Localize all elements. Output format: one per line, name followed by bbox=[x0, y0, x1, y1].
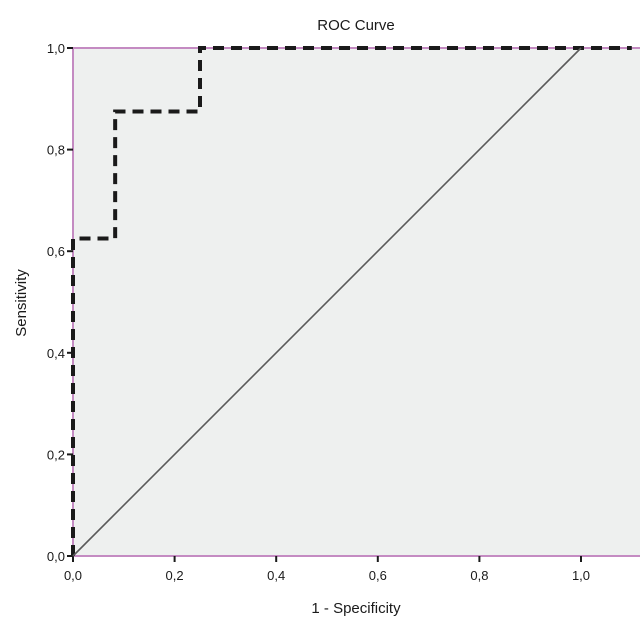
y-tick-label: 1,0 bbox=[47, 41, 65, 56]
reference-diagonal-line bbox=[72, 47, 582, 557]
chart-title: ROC Curve bbox=[317, 17, 395, 34]
x-tick-label: 1,0 bbox=[572, 568, 590, 583]
series-layer bbox=[71, 46, 632, 557]
y-tick-label: 0,0 bbox=[47, 549, 65, 564]
roc-curve-line bbox=[71, 46, 632, 556]
y-axis-label: Sensitivity bbox=[13, 269, 30, 337]
x-axis: 0,0 0,2 0,4 0,6 0,8 1,0 bbox=[64, 556, 590, 583]
y-axis: 0,0 0,2 0,4 0,6 0,8 1,0 bbox=[47, 41, 73, 564]
y-tick-label: 0,6 bbox=[47, 244, 65, 259]
x-axis-label: 1 - Specificity bbox=[311, 600, 401, 617]
plot-area bbox=[73, 48, 640, 556]
x-tick-label: 0,8 bbox=[470, 568, 488, 583]
y-tick-label: 0,4 bbox=[47, 346, 65, 361]
x-tick-label: 0,2 bbox=[166, 568, 184, 583]
y-tick-label: 0,2 bbox=[47, 447, 65, 462]
x-tick-label: 0,6 bbox=[369, 568, 387, 583]
x-tick-label: 0,4 bbox=[267, 568, 285, 583]
x-tick-label: 0,0 bbox=[64, 568, 82, 583]
y-tick-label: 0,8 bbox=[47, 143, 65, 158]
